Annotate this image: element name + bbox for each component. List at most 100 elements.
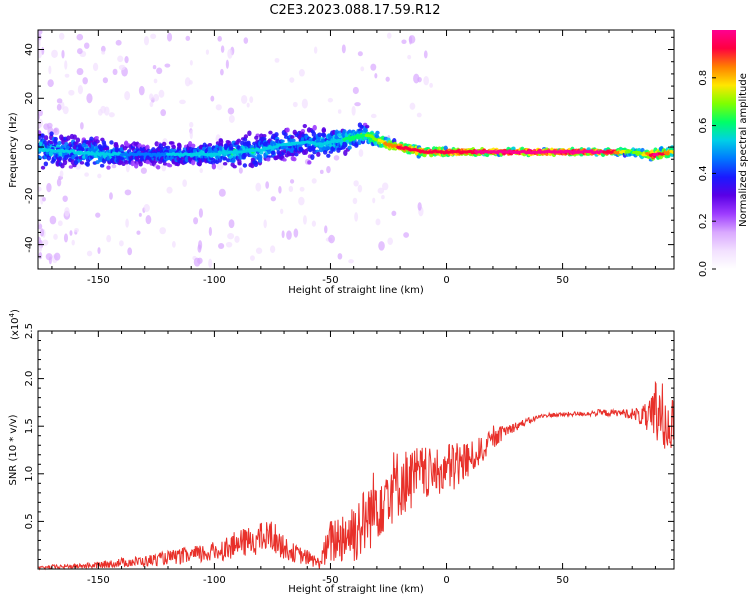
spectrogram-noise-cell [298, 196, 305, 206]
spectrogram-cell [94, 135, 99, 140]
spectrogram-cell [342, 141, 348, 148]
spectrogram-cell [285, 127, 290, 133]
spectrogram-noise-cell [189, 121, 194, 128]
spectrogram-cell [243, 134, 249, 139]
spectrogram-y-tick-label: -20 [24, 188, 35, 204]
spectrogram-noise-cell [185, 35, 191, 41]
spectrogram-cell [53, 128, 58, 133]
spectrogram-noise-cell [64, 60, 68, 70]
spectrogram-cell [167, 163, 173, 168]
spectrogram-noise-cell [56, 98, 63, 104]
spectrogram-cell [55, 144, 61, 148]
colorbar-tick-label: 0.2 [698, 213, 709, 229]
spectrogram-cell [290, 152, 296, 157]
spectrogram-ridge-cell [671, 150, 674, 154]
spectrogram-noise-cell [286, 230, 292, 240]
spectrogram-noise-cell [378, 241, 385, 251]
snr-y-tick-label: 1.0 [24, 466, 35, 482]
spectrogram-noise-cell [407, 54, 412, 60]
spectrogram-cell [79, 146, 84, 152]
spectrogram-noise-cell [370, 113, 377, 119]
spectrogram-noise-cell [416, 112, 422, 118]
spectrogram-cell [247, 130, 252, 137]
snr-series-line [37, 380, 675, 571]
spectrogram-cell [60, 163, 65, 169]
spectrogram-noise-cell [375, 218, 381, 226]
spectrogram-noise-cell [292, 101, 298, 108]
spectrogram-cell [197, 162, 202, 167]
snr-scale-exponent: 4 [8, 312, 16, 317]
spectrogram-noise-cell [61, 49, 65, 59]
spectrogram-noise-cell [354, 102, 361, 107]
snr-x-tick-label: 0 [443, 575, 449, 586]
spectrogram-noise-cell [38, 220, 41, 226]
spectrogram-y-tick-label: 20 [24, 92, 35, 105]
spectrogram-x-tick-label: -100 [203, 275, 226, 286]
spectrogram-cell [253, 161, 259, 168]
spectrogram-noise-cell [210, 95, 215, 102]
spectrogram-cell [49, 140, 54, 145]
spectrogram-noise-cell [227, 232, 235, 240]
spectrogram-cell [291, 138, 296, 143]
spectrogram-noise-cell [357, 184, 363, 193]
spectrogram-noise-cell [289, 77, 295, 83]
spectrogram-noise-cell [125, 218, 129, 228]
spectrogram-cell [280, 139, 285, 143]
spectrogram-noise-cell [59, 170, 64, 178]
spectrogram-cell [321, 128, 327, 133]
spectrogram-noise-cell [263, 219, 267, 229]
snr-scale-label: (x104) [8, 309, 21, 340]
spectrogram-cell [443, 145, 448, 151]
snr-scale-prefix: (x10 [10, 317, 21, 340]
spectrogram-noise-cell [153, 78, 158, 84]
spectrogram-noise-cell [80, 122, 84, 130]
spectrogram-cell [187, 156, 193, 163]
spectrogram-noise-cell [64, 206, 70, 217]
spectrogram-noise-cell [408, 35, 413, 45]
spectrogram-noise-cell [149, 101, 154, 108]
spectrogram-cell [315, 137, 321, 143]
spectrogram-noise-cell [164, 63, 171, 68]
spectrogram-noise-cell [158, 89, 165, 98]
snr-x-tick-label: -150 [87, 575, 110, 586]
spectrogram-cell [262, 134, 267, 138]
spectrogram-cell [40, 165, 46, 170]
spectrogram-noise-cell [101, 50, 106, 55]
spectrogram-noise-cell [51, 49, 58, 59]
spectrogram-noise-cell [311, 220, 317, 227]
spectrogram-noise-cell [117, 55, 124, 63]
snr-y-tick-label: 2.0 [24, 371, 35, 387]
spectrogram-cell [73, 159, 79, 166]
snr-y-tick-label: 2.5 [24, 323, 35, 339]
spectrogram-cell [57, 140, 62, 146]
spectrogram-ticks: -150 -100 -50 0 50 -40 -20 0 20 40 [24, 30, 674, 286]
snr-frame [37, 330, 675, 570]
spectrogram-y-tick-label: -40 [24, 236, 35, 252]
chart-title: C2E3.2023.088.17.59.R12 [269, 3, 440, 18]
snr-x-tick-label: -100 [203, 575, 226, 586]
spectrogram-noise-cell [62, 106, 69, 115]
spectrogram-cell [222, 161, 228, 166]
spectrogram-noise-cell [159, 227, 166, 235]
spectrogram-noise-cell [166, 186, 173, 194]
spectrogram-noise-cell [313, 46, 318, 54]
spectrogram-cell [170, 141, 175, 145]
spectrogram-noise-cell [189, 60, 193, 66]
spectrogram-noise-cell [46, 182, 52, 193]
spectrogram-cell [207, 142, 213, 147]
spectrogram-noise-cell [208, 226, 212, 236]
spectrogram-cell [310, 154, 315, 160]
spectrogram-noise-cell [199, 168, 203, 174]
spectrogram-cell [49, 131, 54, 136]
spectrogram-noise-cell [319, 169, 324, 174]
spectrogram-noise-cell [150, 33, 157, 40]
spectrogram-noise-cell [102, 77, 109, 84]
spectrogram-cell [258, 154, 263, 160]
spectrogram-noise-cell [86, 93, 93, 104]
spectrogram-noise-cell [409, 102, 416, 110]
spectrogram-ridge-cell [665, 152, 670, 156]
spectrogram-cell [72, 134, 77, 140]
spectrogram-cell [359, 124, 364, 129]
spectrogram-noise-cell [145, 214, 152, 225]
spectrogram-noise-cell [391, 210, 397, 217]
